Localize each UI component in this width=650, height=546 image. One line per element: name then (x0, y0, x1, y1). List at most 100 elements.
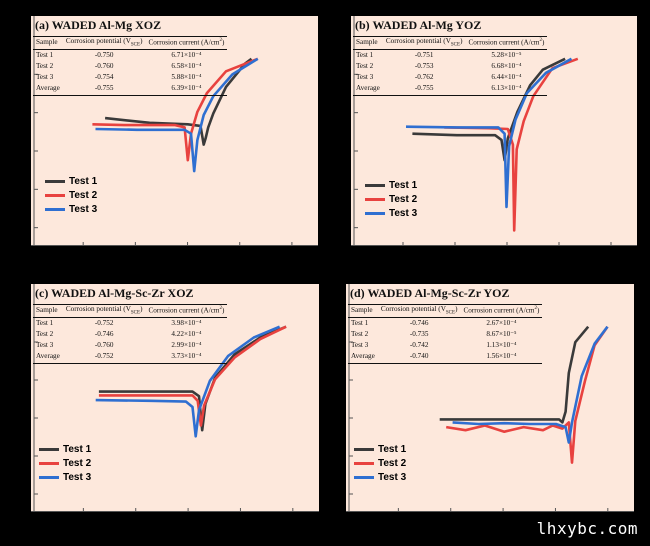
header-potential: Corrosion potential (VSCE) (382, 36, 466, 50)
cell-potential: -0.746 (94, 329, 114, 338)
legend-label: Test 1 (389, 179, 418, 191)
cell-potential: -0.755 (62, 83, 146, 96)
legend: Test 1 Test 2 Test 3 (365, 178, 417, 220)
cell-sample: Average (348, 351, 378, 364)
results-table: Sample Corrosion potential (VSCE) Corrosio… (33, 304, 228, 364)
legend-label: Test 3 (378, 471, 407, 483)
results-table: Sample Corrosion potential (VSCE) Corrosio… (33, 36, 228, 96)
legend-swatch (354, 475, 374, 479)
cell-sample: Test 1 (351, 318, 369, 327)
table-row: Test 3 -0.760 2.99×10⁻⁴ (33, 340, 227, 351)
header-current: Corrosion current (A/cm2) (145, 304, 228, 318)
cell-current: 1.56×10⁻⁴ (460, 351, 543, 364)
legend: Test 1 Test 2 Test 3 (354, 442, 406, 484)
cell-potential: -0.752 (62, 351, 146, 364)
cell-sample: Test 2 (36, 61, 54, 70)
cell-sample: Test 2 (36, 329, 54, 338)
chart-plot (31, 284, 319, 512)
legend: Test 1 Test 2 Test 3 (39, 442, 91, 484)
cell-sample: Test 1 (36, 50, 54, 59)
cell-current: 2.67×10⁻⁴ (486, 318, 517, 327)
legend-item: Test 2 (365, 192, 417, 206)
cell-current: 6.71×10⁻⁴ (171, 50, 202, 59)
legend-swatch (354, 447, 374, 451)
table-row: Test 3 -0.762 6.44×10⁻⁴ (353, 72, 547, 83)
cell-sample: Test 1 (36, 318, 54, 327)
table-row: Test 1 -0.752 3.98×10⁻⁴ (33, 317, 227, 329)
cell-sample: Test 3 (36, 73, 54, 82)
cell-current: 6.58×10⁻⁴ (171, 61, 202, 70)
legend-item: Test 2 (354, 456, 406, 470)
series-line-1 (98, 325, 287, 432)
table-row: Average -0.752 3.73×10⁻⁴ (33, 351, 228, 364)
table-row: Test 2 -0.746 4.22×10⁻⁴ (33, 329, 227, 340)
chart-title: (a) WADED Al-Mg XOZ (35, 18, 162, 32)
cell-sample: Average (33, 351, 63, 364)
chart-plot (351, 16, 637, 246)
header-current: Corrosion current (A/cm2) (460, 304, 543, 318)
table-row: Test 1 -0.750 6.71×10⁻⁴ (33, 49, 227, 61)
series-line-2 (445, 325, 609, 464)
legend-swatch (39, 447, 59, 451)
table-row: Test 2 -0.753 6.68×10⁻⁴ (353, 61, 547, 72)
series-line-1 (439, 325, 590, 424)
legend-label: Test 3 (63, 471, 92, 483)
cell-potential: -0.740 (377, 351, 461, 364)
cell-sample: Test 3 (36, 341, 54, 350)
panel-b: (b) WADED Al-Mg YOZ Sample Corrosion poten… (351, 16, 637, 246)
header-potential: Corrosion potential (VSCE) (62, 304, 146, 318)
table-row: Average -0.755 6.39×10⁻⁴ (33, 83, 228, 96)
legend-swatch (354, 461, 374, 465)
legend-item: Test 3 (354, 470, 406, 484)
legend-swatch (39, 475, 59, 479)
cell-current: 2.99×10⁻⁴ (171, 341, 202, 350)
header-current: Corrosion current (A/cm2) (465, 36, 548, 50)
cell-sample: Average (353, 83, 383, 96)
legend-label: Test 2 (389, 193, 418, 205)
results-table: Sample Corrosion potential (VSCE) Corrosio… (348, 304, 543, 364)
cell-sample: Test 2 (351, 329, 369, 338)
legend-swatch (39, 461, 59, 465)
cell-potential: -0.751 (414, 50, 434, 59)
legend-label: Test 2 (378, 457, 407, 469)
cell-current: 3.98×10⁻⁴ (171, 318, 202, 327)
cell-current: 6.13×10⁻⁴ (465, 83, 548, 96)
series-line-3 (95, 325, 281, 438)
cell-potential: -0.750 (94, 50, 114, 59)
table-header-row: Sample Corrosion potential (VSCE) Corrosio… (353, 36, 548, 50)
chart-title: (d) WADED Al-Mg-Sc-Zr YOZ (350, 286, 510, 300)
legend-item: Test 1 (39, 442, 91, 456)
legend: Test 1 Test 2 Test 3 (45, 174, 97, 216)
table-header-row: Sample Corrosion potential (VSCE) Corrosio… (33, 36, 228, 50)
legend-item: Test 1 (354, 442, 406, 456)
table-row: Test 1 -0.751 5.28×10⁻⁵ (353, 49, 547, 61)
cell-current: 6.44×10⁻⁴ (491, 73, 522, 82)
table-header-row: Sample Corrosion potential (VSCE) Corrosio… (348, 304, 543, 318)
legend-swatch (45, 179, 65, 183)
series-line-2 (98, 325, 287, 427)
legend-item: Test 1 (365, 178, 417, 192)
cell-current: 5.28×10⁻⁵ (491, 50, 522, 59)
cell-potential: -0.760 (94, 341, 114, 350)
header-sample: Sample (348, 304, 378, 318)
table-row: Average -0.755 6.13×10⁻⁴ (353, 83, 548, 96)
cell-sample: Test 3 (356, 73, 374, 82)
legend-label: Test 3 (389, 207, 418, 219)
cell-current: 6.39×10⁻⁴ (145, 83, 228, 96)
header-sample: Sample (33, 304, 63, 318)
panel-d: (d) WADED Al-Mg-Sc-Zr YOZ Sample Corrosion… (346, 284, 634, 512)
legend-label: Test 3 (69, 203, 98, 215)
header-potential: Corrosion potential (VSCE) (62, 36, 146, 50)
legend-swatch (45, 207, 65, 211)
cell-current: 1.13×10⁻⁴ (486, 341, 517, 350)
cell-potential: -0.755 (382, 83, 466, 96)
legend-item: Test 2 (39, 456, 91, 470)
legend-item: Test 1 (45, 174, 97, 188)
chart-title: (c) WADED Al-Mg-Sc-Zr XOZ (35, 286, 194, 300)
cell-potential: -0.752 (94, 318, 114, 327)
axes (31, 284, 319, 512)
cell-potential: -0.762 (414, 73, 434, 82)
cell-potential: -0.754 (94, 73, 114, 82)
legend-item: Test 3 (39, 470, 91, 484)
chart-title: (b) WADED Al-Mg YOZ (355, 18, 482, 32)
